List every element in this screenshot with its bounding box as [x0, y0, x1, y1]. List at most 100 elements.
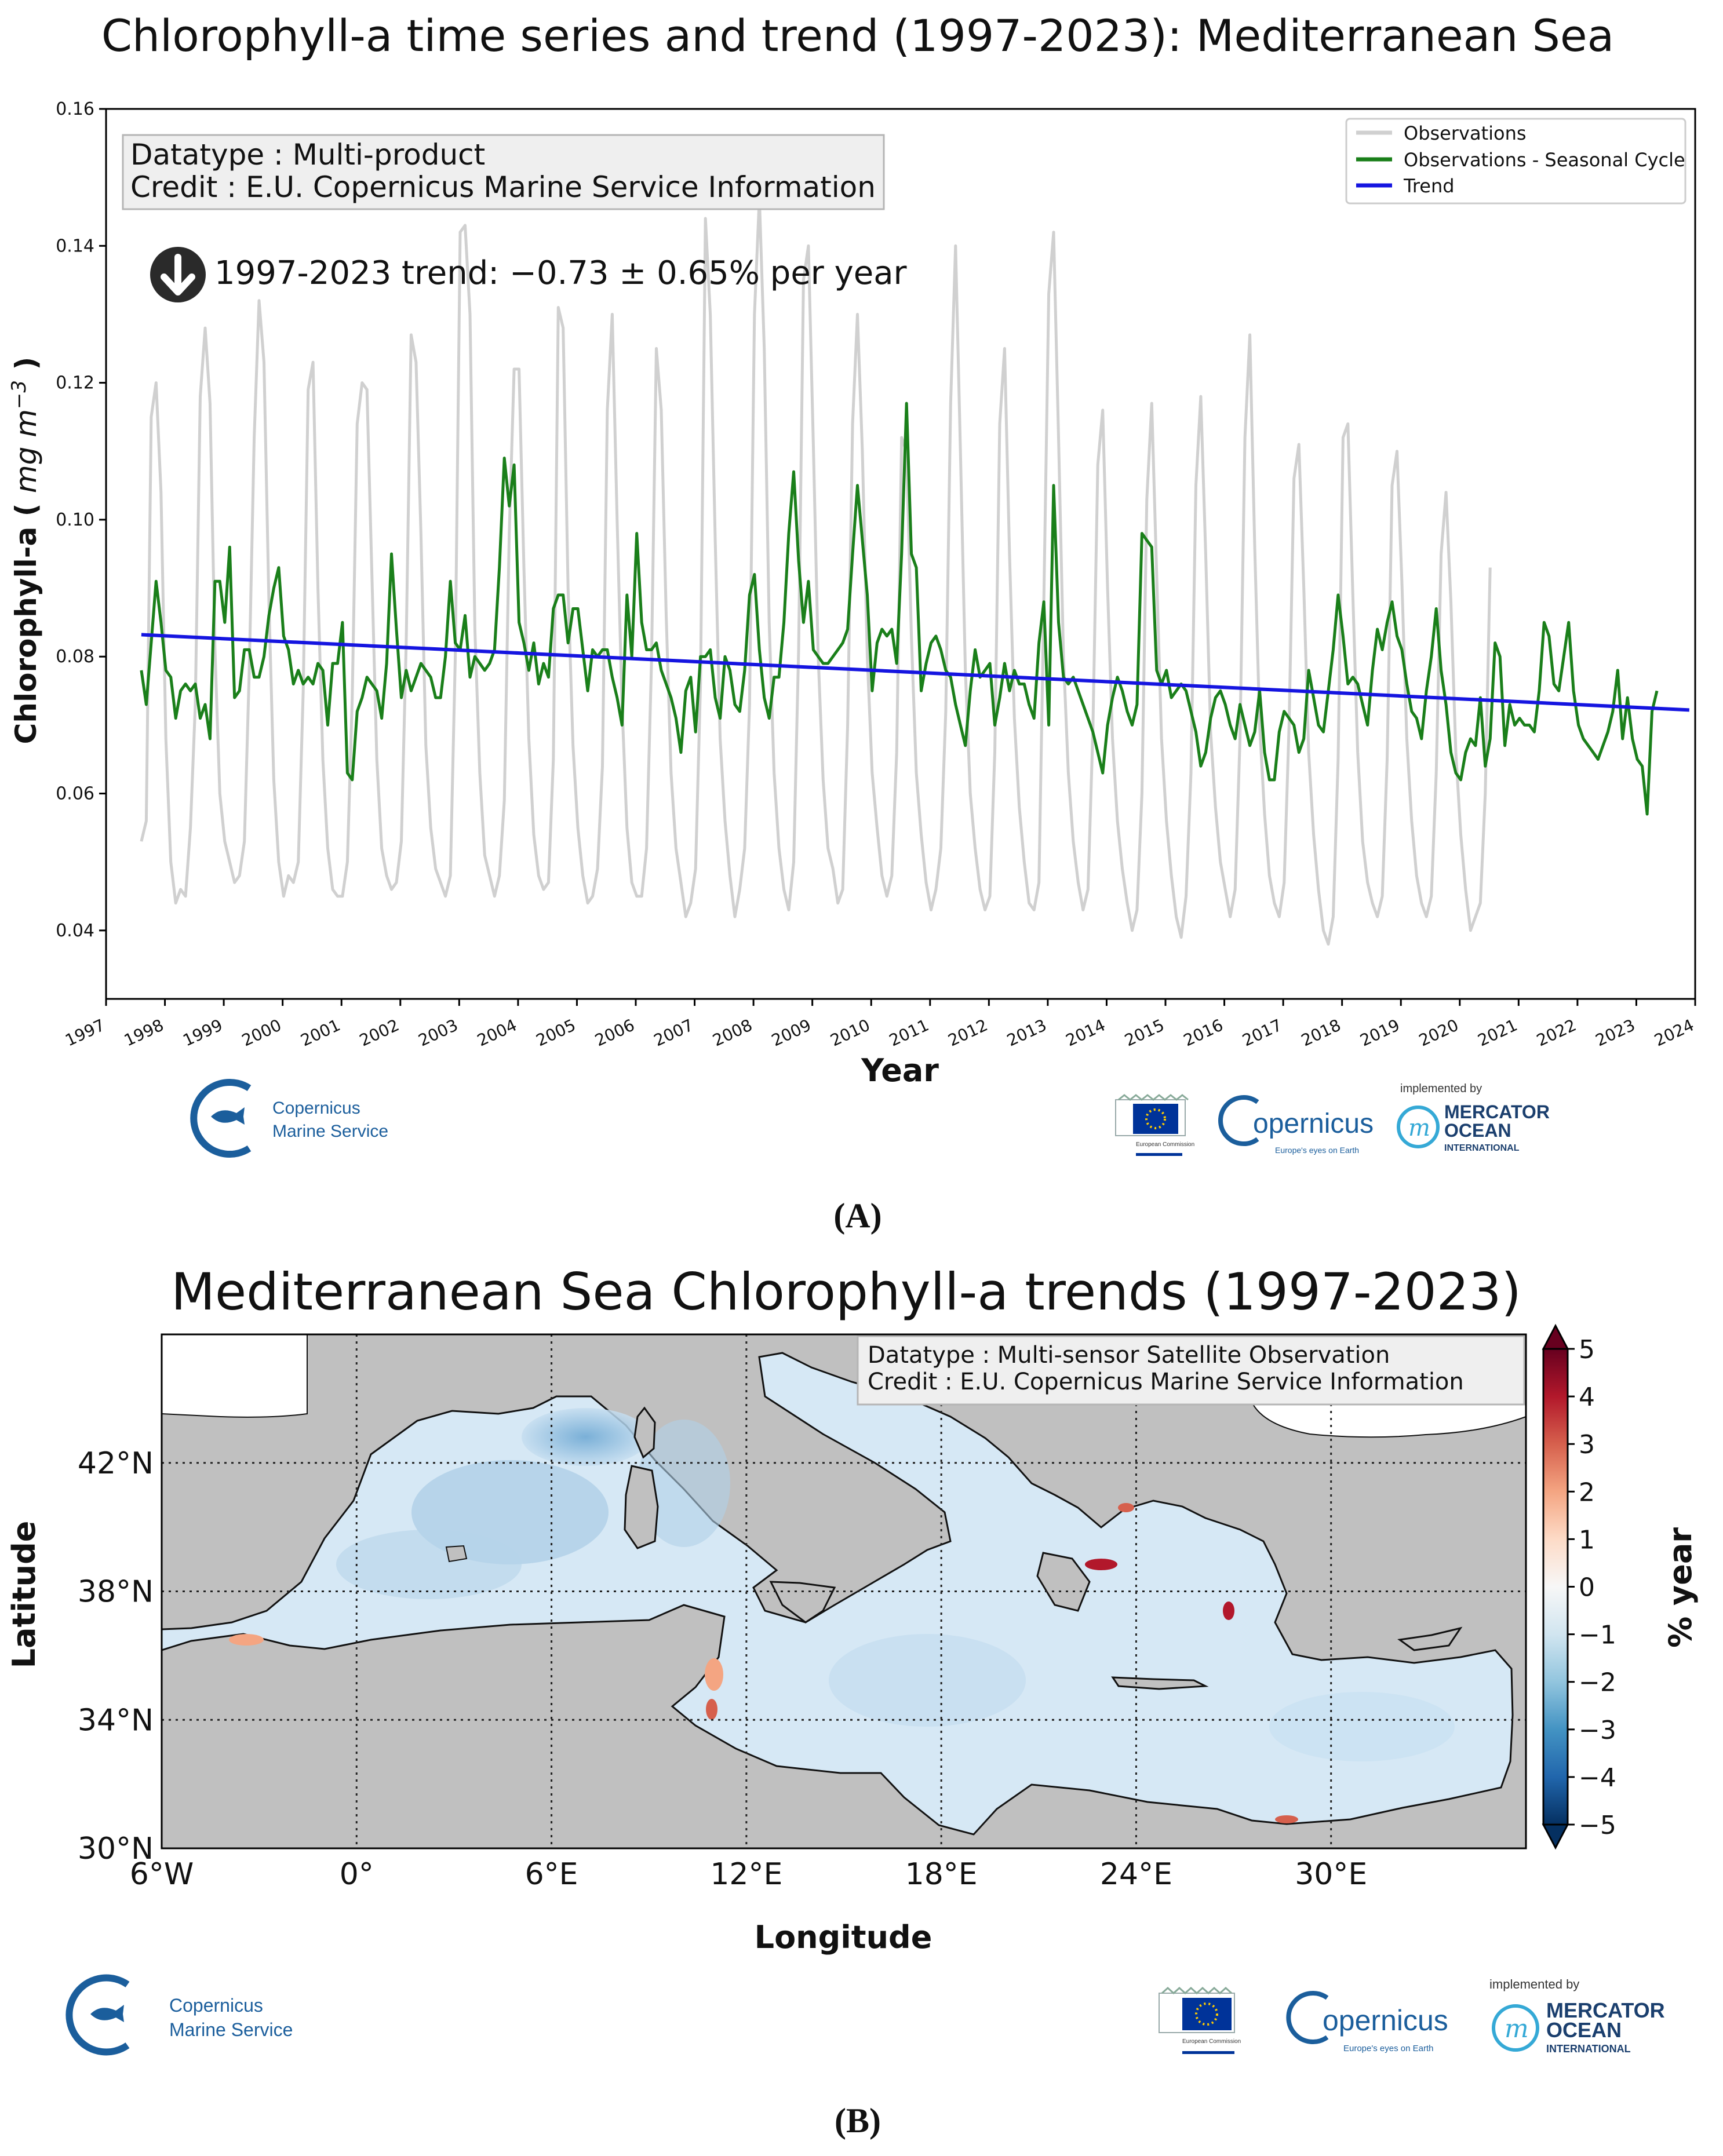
ligurian-trend-patch — [522, 1408, 649, 1466]
series-seasonal-cycle — [140, 402, 1659, 816]
svg-text:INTERNATIONAL: INTERNATIONAL — [1546, 2043, 1631, 2055]
trend-annotation: 1997-2023 trend: −0.73 ± 0.65% per year — [214, 254, 908, 292]
chart-a-xtick-label: 2019 — [1357, 1015, 1403, 1050]
series-observations — [140, 196, 1492, 946]
copernicus-marine-logo-b: Copernicus Marine Service — [65, 1974, 293, 2056]
corsica-island — [633, 1406, 656, 1459]
svg-text:opernicus: opernicus — [1323, 2004, 1448, 2037]
chart-b-xtick-label: 6°W — [130, 1857, 194, 1892]
legend-label-observations: Observations — [1404, 122, 1527, 144]
chart-a-xtick-label: 2007 — [651, 1015, 697, 1050]
chart-b-xlabel: Longitude — [755, 1919, 932, 1956]
chart-a-xtick-label: 2008 — [710, 1015, 756, 1050]
chart-a-info-credit: Credit : E.U. Copernicus Marine Service … — [130, 170, 876, 204]
chart-a-xtick-label: 2016 — [1181, 1015, 1226, 1050]
mercator-ocean-logo-a: implemented by m MERCATOR OCEAN INTERNAT… — [1397, 1082, 1550, 1153]
svg-text:MERCATOR: MERCATOR — [1546, 1998, 1665, 2022]
atlantic-no-data — [162, 1334, 308, 1418]
chart-a-xtick-label: 1998 — [121, 1015, 167, 1050]
tunisian-positive-patch — [705, 1658, 723, 1691]
chart-a-xtick-label: 2003 — [416, 1015, 461, 1050]
balearic-trend-patch — [336, 1530, 522, 1599]
svg-text:Europe's eyes on Earth: Europe's eyes on Earth — [1275, 1146, 1359, 1155]
gulf-gabes-positive-patch — [706, 1699, 717, 1720]
chart-a-xtick-label: 2022 — [1533, 1015, 1579, 1050]
sardinia-island — [624, 1465, 659, 1549]
svg-text:implemented by: implemented by — [1400, 1082, 1482, 1095]
chart-a-xtick-label: 2013 — [1004, 1015, 1050, 1050]
chart-a-legend — [1345, 118, 1686, 205]
svg-text:opernicus: opernicus — [1253, 1108, 1374, 1139]
chart-a-ytick-label: 0.04 — [56, 921, 94, 941]
series-trend — [141, 633, 1689, 712]
copernicus-marine-logo-a: Copernicus Marine Service — [190, 1079, 388, 1158]
chart-a-xtick-label: 2002 — [356, 1015, 402, 1050]
chart-a-xtick-label: 2021 — [1475, 1015, 1521, 1050]
chart-a-xtick-label: 2018 — [1298, 1015, 1344, 1050]
chart-b-xtick-label: 12°E — [710, 1857, 782, 1892]
north-aegean-positive-patch — [1118, 1503, 1134, 1512]
alboran-positive-patch — [229, 1634, 264, 1646]
svg-text:OCEAN: OCEAN — [1546, 2018, 1622, 2042]
chart-a-title: Chlorophyll-a time series and trend (199… — [101, 10, 1614, 61]
svg-text:m: m — [1408, 1115, 1430, 1141]
chart-b-xtick-label: 6°E — [525, 1857, 578, 1892]
chart-b-xtick-label: 18°E — [905, 1857, 978, 1892]
chart-a-ytick-label: 0.12 — [56, 373, 94, 393]
colorbar-tick-label: 2 — [1579, 1478, 1595, 1507]
chart-a-xtick-label: 1999 — [180, 1015, 226, 1050]
chart-a-xtick-label: 2011 — [886, 1015, 932, 1050]
copernicus-logo-a: opernicus Europe's eyes on Earth — [1218, 1095, 1374, 1155]
chart-b-ytick-label: 34°N — [78, 1703, 154, 1738]
panel-a-label: (A) — [833, 1196, 881, 1235]
dodecanese-positive-patch — [1223, 1602, 1234, 1620]
chart-b-xtick-label: 30°E — [1295, 1857, 1367, 1892]
chart-a-xtick-label: 2015 — [1121, 1015, 1167, 1050]
svg-text:Copernicus: Copernicus — [272, 1099, 360, 1118]
colorbar-tick-label: −1 — [1579, 1621, 1616, 1650]
chart-a-xtick-label: 2020 — [1416, 1015, 1462, 1050]
colorbar-tick-label: −4 — [1579, 1763, 1616, 1793]
chart-a-xtick-label: 2009 — [768, 1015, 814, 1050]
chart-a-x-axis: 1997 1998 1999 2000 2001 2002 2003 2004 2005 2006… — [62, 999, 1697, 1050]
ionian-trend-patch — [829, 1634, 1026, 1727]
panel-b-label: (B) — [835, 2102, 881, 2140]
svg-text:INTERNATIONAL: INTERNATIONAL — [1444, 1143, 1520, 1153]
colorbar-tick-label: 1 — [1579, 1525, 1595, 1555]
chart-a-xtick-label: 1997 — [62, 1015, 108, 1050]
chart-a-xtick-label: 2017 — [1240, 1015, 1285, 1050]
chart-a-y-axis: 0.04 0.06 0.08 0.10 0.12 0.14 0.16 — [56, 99, 106, 941]
svg-text:Europe's eyes on Earth: Europe's eyes on Earth — [1343, 2044, 1433, 2053]
copernicus-logo-b: opernicus Europe's eyes on Earth — [1286, 1991, 1448, 2053]
chart-b-y-axis: 42°N 38°N 34°N 30°N — [78, 1446, 154, 1866]
chart-b-xtick-label: 0° — [340, 1857, 374, 1892]
chart-b-ytick-label: 38°N — [78, 1575, 154, 1610]
svg-text:Marine Service: Marine Service — [272, 1122, 388, 1141]
chart-a-xtick-label: 2001 — [298, 1015, 344, 1050]
svg-text:m: m — [1505, 2014, 1529, 2044]
svg-text:European Commission: European Commission — [1136, 1141, 1194, 1148]
chart-b-ylabel: Latitude — [6, 1521, 42, 1669]
svg-text:European Commission: European Commission — [1182, 2038, 1241, 2045]
levantine-trend-patch — [1269, 1692, 1455, 1761]
chart-a-ytick-label: 0.14 — [56, 236, 94, 256]
chart-a-series-group — [140, 196, 1689, 946]
chart-a-info-datatype: Datatype : Multi-product — [130, 138, 485, 172]
crete-island — [1111, 1676, 1209, 1690]
svg-text:MERCATOR: MERCATOR — [1444, 1101, 1550, 1122]
mercator-ocean-logo-b: implemented by m MERCATOR OCEAN INTERNAT… — [1489, 1977, 1665, 2055]
chart-a-ytick-label: 0.06 — [56, 784, 94, 804]
chart-a-ytick-label: 0.08 — [56, 647, 94, 667]
chart-a-xtick-label: 2000 — [239, 1015, 285, 1050]
colorbar-tick-label: −2 — [1579, 1668, 1616, 1698]
colorbar-tick-label: −3 — [1579, 1716, 1616, 1745]
chart-a-xtick-label: 2006 — [592, 1015, 638, 1050]
chart-a-xtick-label: 2014 — [1063, 1015, 1109, 1050]
chart-b-xtick-label: 24°E — [1100, 1857, 1172, 1892]
eu-commission-logo-b: European Commission — [1159, 1986, 1241, 2054]
legend-label-seasonal: Observations - Seasonal Cycle — [1404, 149, 1685, 171]
colorbar-tick-label: 3 — [1579, 1430, 1595, 1460]
chart-b-ytick-label: 30°N — [78, 1832, 154, 1866]
panel-b: Mediterranean Sea Chlorophyll-a trends (… — [6, 1262, 1699, 2140]
svg-text:implemented by: implemented by — [1489, 1977, 1579, 1991]
